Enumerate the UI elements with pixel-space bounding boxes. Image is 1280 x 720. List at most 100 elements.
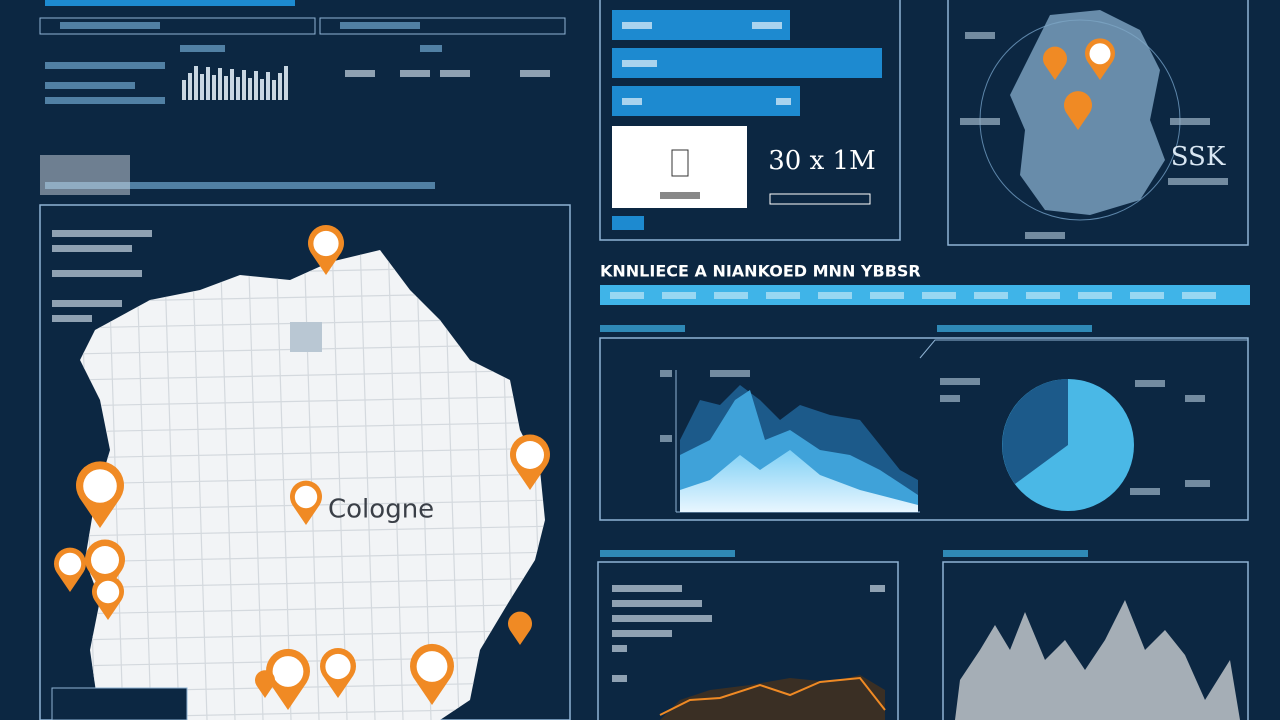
street [219,250,236,720]
text-placeholder [1025,232,1065,239]
text-placeholder [45,97,165,104]
text-placeholder [612,585,682,592]
map-lake [290,322,322,352]
text-placeholder [622,22,652,29]
metric-underline [769,193,871,205]
mini-bar [200,74,204,100]
text-placeholder [960,118,1000,125]
mini-bar [218,68,222,100]
text-placeholder [52,230,152,237]
mini-bar [230,69,234,100]
text-placeholder [965,32,995,39]
text-placeholder [818,292,852,299]
text-placeholder [45,182,435,189]
street [80,551,545,563]
card-icon [671,149,689,177]
street [135,250,152,720]
text-placeholder [400,70,430,77]
text-placeholder [1078,292,1112,299]
text-placeholder [870,292,904,299]
fade-block [40,155,130,195]
map-pin-center [1089,43,1111,65]
text-placeholder [1168,178,1228,185]
text-placeholder [612,630,672,637]
mini-bar [212,75,216,100]
mini-bar [278,73,282,100]
text-placeholder [45,62,165,69]
map-pin-center [325,653,351,680]
mini-bar [254,71,258,100]
panel [597,561,899,720]
map-pin-center [1046,50,1064,68]
text-placeholder [1170,118,1210,125]
street [80,655,545,667]
text-placeholder [940,395,960,402]
bottom-area [660,675,885,720]
text-placeholder [52,300,122,307]
mini-bar [224,76,228,100]
text-placeholder [922,292,956,299]
mini-bar [266,72,270,100]
mini-bar [182,80,186,100]
panel [599,337,1249,521]
map-pin-center [511,615,529,633]
text-placeholder [1185,480,1210,487]
text-placeholder [714,292,748,299]
map-pin-center [91,546,119,574]
map-pin-center [96,580,120,604]
map-pin-center [294,485,318,509]
text-placeholder [776,98,791,105]
text-placeholder [1130,488,1160,495]
decoration [39,0,1250,720]
header-strip [319,17,566,35]
text-placeholder [943,550,1088,557]
text-placeholder [940,378,980,385]
street [387,250,404,720]
street [163,250,180,720]
street [191,250,208,720]
stat-bar [612,86,800,116]
text-placeholder [662,292,696,299]
panel [947,0,1249,246]
street [415,250,432,720]
text-placeholder [1135,380,1165,387]
text-placeholder [440,70,470,77]
street [80,525,545,537]
street [80,603,545,615]
region-code: SSK [1171,142,1226,172]
text-placeholder [752,22,782,29]
street [80,629,545,641]
header-strip [39,17,316,35]
bottom-line [659,676,886,716]
text-placeholder [600,325,685,332]
map-pin-center [416,651,448,682]
text-placeholder [660,370,672,377]
text-placeholder [45,82,135,89]
text-placeholder [660,435,672,442]
text-placeholder [52,315,92,322]
metric-value: 30 x 1M [768,146,875,176]
text-placeholder [52,245,132,252]
panel [599,0,901,241]
text-placeholder [622,60,657,67]
mini-bar [284,66,288,100]
text-placeholder [340,22,420,29]
text-placeholder [610,292,644,299]
street [80,395,545,407]
mini-bar [188,73,192,100]
street [303,250,320,720]
top-accent [45,0,295,6]
mini-bar [272,80,276,100]
map-pin-center [516,441,544,469]
area-front [680,450,918,512]
legend-box [51,687,188,720]
panel [39,204,571,720]
text-placeholder [612,645,627,652]
mini-bar [194,66,198,100]
text-placeholder [180,45,225,52]
text-placeholder [60,22,160,29]
text-placeholder [622,98,642,105]
street [80,577,545,589]
section-title: KNNLIECE A NIANKOED MNN YBBSR [600,262,921,281]
text-placeholder [420,45,442,52]
